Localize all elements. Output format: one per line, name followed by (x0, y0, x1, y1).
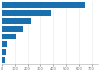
Bar (2, 18, 31, 24)
Bar (2, 34, 16, 39)
Bar (2, 49, 6, 55)
Bar (2, 10, 51, 16)
Bar (2, 57, 5, 63)
Bar (2, 2, 85, 8)
Bar (2, 41, 7, 47)
Bar (2, 26, 23, 32)
